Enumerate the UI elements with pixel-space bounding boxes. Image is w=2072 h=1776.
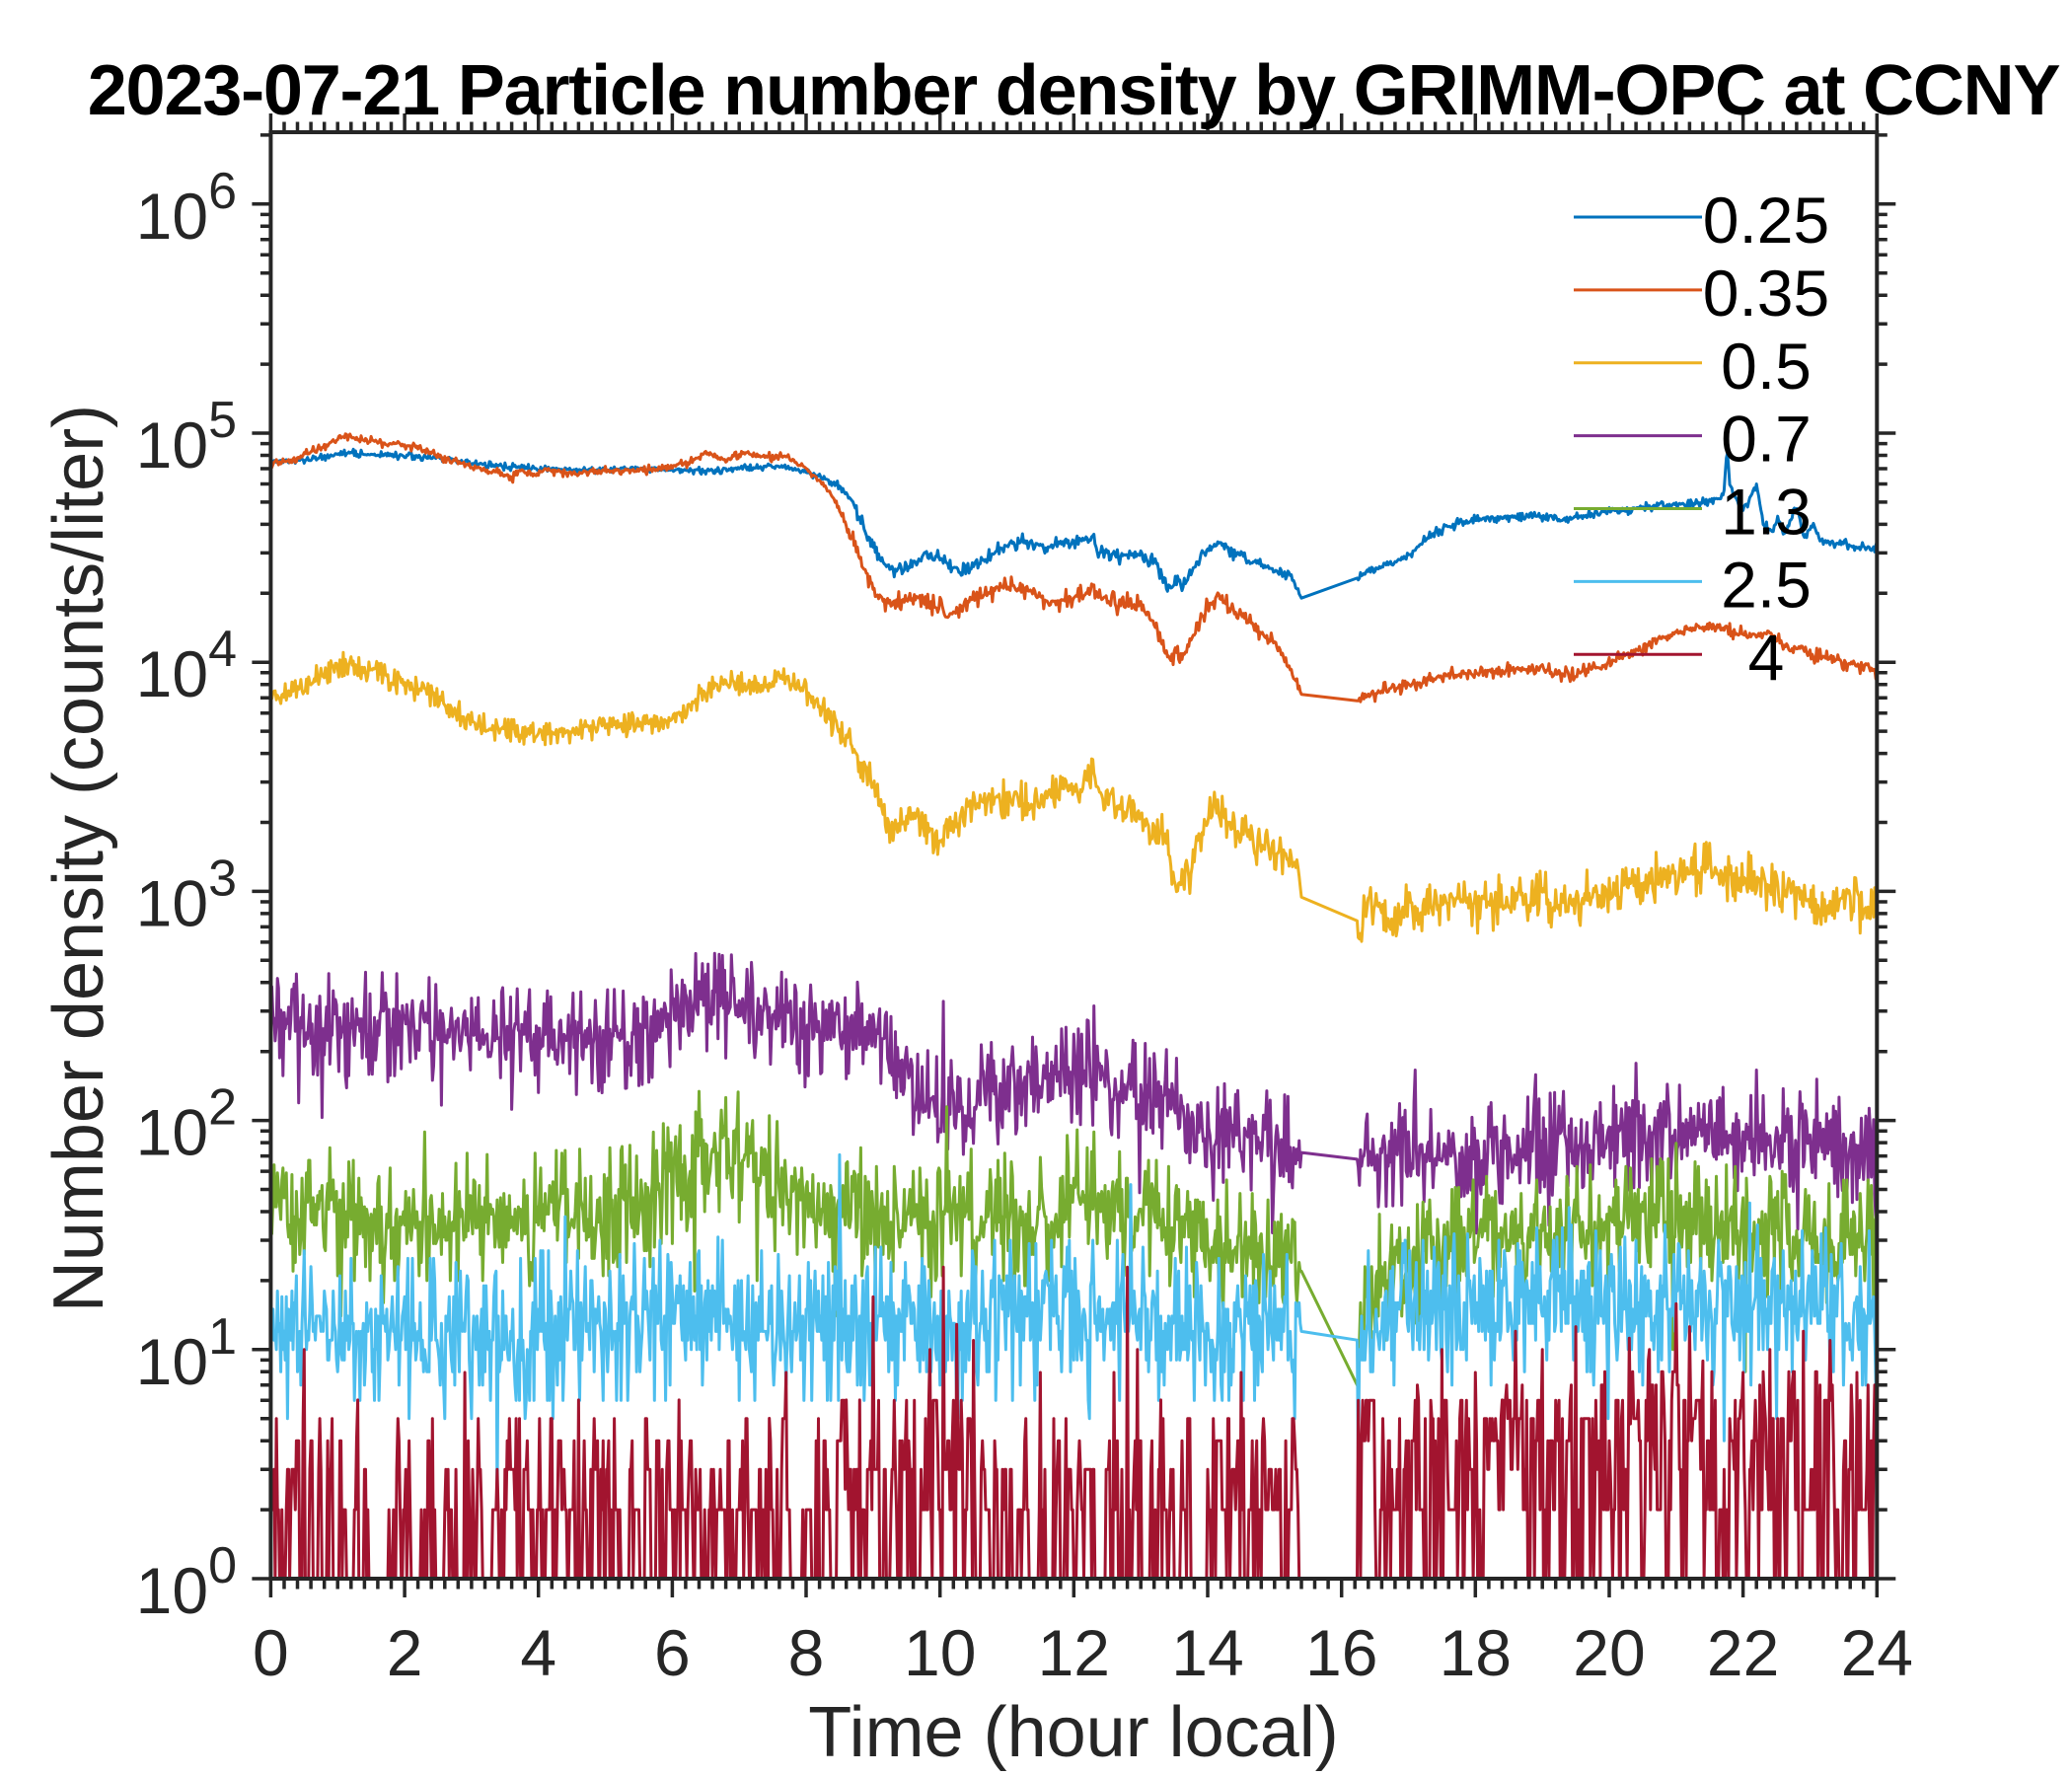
svg-text:0.25: 0.25 [1703,184,1829,257]
svg-text:Time (hour local): Time (hour local) [808,1693,1338,1772]
svg-text:24: 24 [1841,1616,1913,1689]
svg-text:4: 4 [520,1616,556,1689]
svg-text:1.3: 1.3 [1721,476,1812,549]
svg-text:0.5: 0.5 [1721,330,1812,403]
svg-text:0: 0 [253,1616,289,1689]
svg-text:14: 14 [1171,1616,1243,1689]
svg-text:0.35: 0.35 [1703,257,1829,330]
svg-text:22: 22 [1707,1616,1779,1689]
svg-text:12: 12 [1038,1616,1110,1689]
svg-text:18: 18 [1440,1616,1512,1689]
svg-text:2: 2 [387,1616,423,1689]
svg-text:16: 16 [1305,1616,1377,1689]
svg-text:4: 4 [1748,621,1785,694]
svg-text:2023-07-21 Particle number den: 2023-07-21 Particle number density by GR… [88,51,2060,130]
svg-text:Number density (counts/liter): Number density (counts/liter) [39,405,118,1312]
svg-text:10: 10 [904,1616,976,1689]
svg-text:8: 8 [788,1616,825,1689]
svg-text:2.5: 2.5 [1721,548,1812,621]
svg-text:0.7: 0.7 [1721,403,1812,476]
svg-text:6: 6 [654,1616,691,1689]
svg-text:20: 20 [1573,1616,1645,1689]
